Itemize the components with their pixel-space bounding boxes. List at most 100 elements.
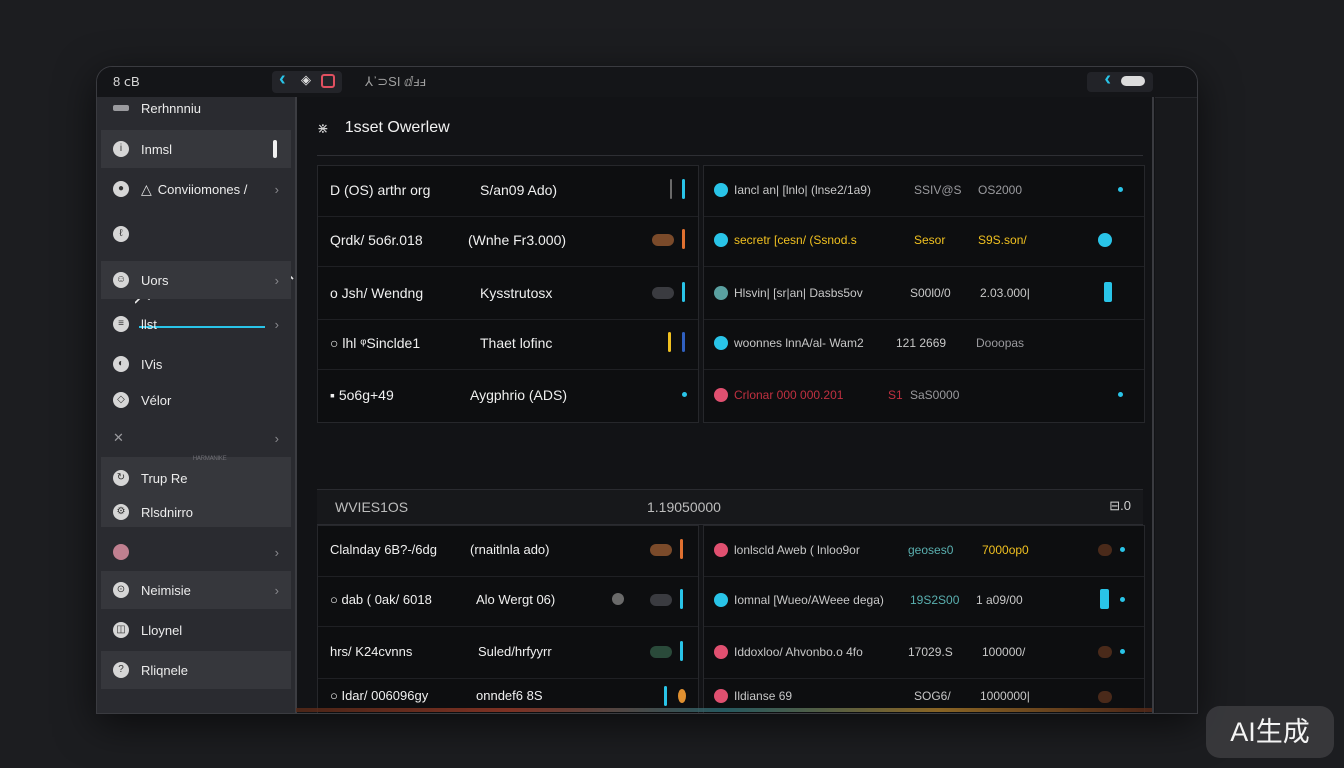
sidebar-item-label: Trup Re bbox=[141, 470, 188, 486]
chevron-right-icon: › bbox=[274, 272, 279, 288]
sidebar-item-label: Rlsdnirro bbox=[141, 504, 194, 520]
row-value: (Wnhe Fr3.000) bbox=[468, 232, 567, 248]
chevron-right-icon: › bbox=[274, 316, 279, 332]
sidebar-item-3[interactable]: ℓ bbox=[101, 215, 291, 253]
indicator-dot bbox=[1118, 187, 1123, 192]
row-value: Thaet lofinc bbox=[480, 335, 553, 351]
status-chip bbox=[650, 594, 672, 606]
bottom-left-table: Clalnday 6B?-/6dg (rnaitlnla ado) ○ dab … bbox=[317, 525, 699, 713]
sidebar-item-13[interactable]: ◫ Lloynel bbox=[101, 611, 291, 649]
row-amount: SaS0000 bbox=[910, 388, 960, 402]
warning-icon: △ bbox=[141, 180, 152, 197]
eye-icon[interactable]: ◈ bbox=[301, 72, 311, 87]
section-label: WVIES1OS bbox=[335, 499, 409, 515]
sidebar-item-5[interactable]: ≡ llst › bbox=[101, 305, 291, 343]
row-name: ○ dab ( 0ak/ 6018 bbox=[330, 592, 432, 607]
status-mark bbox=[680, 641, 683, 661]
status-dot bbox=[714, 183, 728, 197]
row-name: ○ lhl ᵠSinclde1 bbox=[330, 335, 421, 351]
row-amount: Dooopas bbox=[976, 336, 1025, 350]
row-value: S/an09 Ado) bbox=[480, 182, 558, 198]
table-row[interactable]: woonnes lnnA/al- Wam2 121 2669 Dooopas bbox=[704, 319, 1144, 370]
row-name: o Jsh/ Wendng bbox=[330, 285, 424, 301]
sidebar-item-7[interactable]: ◇ Vélor bbox=[101, 381, 291, 419]
window-title: ⅄᾽⊃SI ⅆⅎⅎ bbox=[365, 74, 426, 89]
sidebar-item-label: Rliqnele bbox=[141, 662, 188, 678]
table-row[interactable]: lonlscld Aweb ( lnloo9or geoses0 7000op0 bbox=[704, 526, 1144, 577]
sidebar-item-label: Uors bbox=[141, 272, 169, 288]
row-value: Alo Wergt 06) bbox=[476, 592, 556, 607]
table-row[interactable]: secretr [cesn/ (Ssnod.s Sesor S9S.son/ bbox=[704, 216, 1144, 267]
chevron-right-icon: › bbox=[274, 430, 279, 446]
back-arrow-icon[interactable]: ‹ bbox=[279, 68, 286, 90]
status-chip bbox=[650, 544, 672, 556]
active-underline bbox=[139, 326, 265, 328]
pill-icon[interactable] bbox=[1121, 76, 1145, 86]
status-mark bbox=[680, 539, 683, 559]
sidebar-item-12[interactable]: ⊙ Neimisie › bbox=[101, 571, 291, 609]
table-row[interactable]: Ildianse 69 SOG6/ 1000000| bbox=[704, 680, 1144, 713]
row-label: Iancl an| [lnlo| (lnse2/1a9) bbox=[734, 183, 871, 197]
sidebar-item-2[interactable]: ● △ Conviiomones / › bbox=[101, 170, 291, 208]
sidebar-item-1[interactable]: i Inmsl bbox=[101, 130, 291, 168]
bottom-accent-bar bbox=[296, 708, 1152, 712]
sidebar-item-label: Vélor bbox=[141, 392, 172, 408]
table-row[interactable]: ▪ 5o6g+49 Aygphrio (ADS) bbox=[318, 371, 698, 421]
expand-icon[interactable]: ⋇ bbox=[317, 119, 329, 136]
table-row[interactable]: Qrdk/ 5o6r.018 (Wnhe Fr3.000) bbox=[318, 216, 698, 267]
table-row[interactable]: ○ dab ( 0ak/ 6018 Alo Wergt 06) bbox=[318, 576, 698, 627]
indicator-icon bbox=[1104, 282, 1112, 302]
sidebar-item-11[interactable]: › bbox=[101, 533, 291, 571]
row-value: Kysstrutosx bbox=[480, 285, 553, 301]
table-row[interactable]: ○ Idar/ 006096gy onndef6 8S bbox=[318, 680, 698, 713]
status-chip bbox=[1098, 646, 1112, 658]
table-row[interactable]: Clalnday 6B?-/6dg (rnaitlnla ado) bbox=[318, 526, 698, 577]
chevron-right-icon: › bbox=[274, 181, 279, 197]
sidebar-item-4[interactable]: ☺ Uors › bbox=[101, 261, 291, 299]
table-row[interactable]: Iomnal [Wueo/AWeee dega) 19S2S00 1 a09/0… bbox=[704, 576, 1144, 627]
sidebar-item-9[interactable]: ↻ Trup Re bbox=[101, 459, 291, 497]
row-amount: 7000op0 bbox=[982, 543, 1029, 557]
main-edge bbox=[1152, 97, 1154, 713]
status-dot bbox=[714, 286, 728, 300]
indicator-dot bbox=[1120, 547, 1125, 552]
table-row[interactable]: D (OS) arthr org S/an09 Ado) bbox=[318, 166, 698, 217]
sidebar-item-14[interactable]: ? Rliqnele bbox=[101, 651, 291, 689]
status-mark bbox=[668, 332, 671, 352]
row-value: onndef6 8S bbox=[476, 688, 543, 703]
sidebar-item-10[interactable]: ⚙ Rlsdnirro bbox=[101, 493, 291, 531]
sidebar-item-8[interactable]: ✕ › bbox=[101, 419, 291, 457]
section-action[interactable]: ⊟.0 bbox=[1109, 498, 1131, 513]
status-dot bbox=[682, 392, 687, 397]
record-icon[interactable] bbox=[321, 74, 335, 88]
bottom-right-table: lonlscld Aweb ( lnloo9or geoses0 7000op0… bbox=[703, 525, 1145, 713]
sidebar-item-6[interactable]: ◐ IVis bbox=[101, 345, 291, 383]
table-row[interactable]: o Jsh/ Wendng Kysstrutosx bbox=[318, 269, 698, 320]
back-arrow-icon[interactable]: ‹ bbox=[1104, 68, 1111, 90]
table-row[interactable]: ○ lhl ᵠSinclde1 Thaet lofinc bbox=[318, 319, 698, 370]
status-mark bbox=[682, 229, 685, 249]
table-row[interactable]: Hlsvin| [sr|an| Dasbs5ov S00l0/0 2.03.00… bbox=[704, 269, 1144, 320]
row-value: Aygphrio (ADS) bbox=[470, 387, 568, 403]
row-metric: SOG6/ bbox=[914, 689, 951, 703]
ai-watermark: AI生成 bbox=[1206, 706, 1334, 758]
table-row[interactable]: hrs/ K24cvnns Suled/hrfyyrr bbox=[318, 628, 698, 679]
sidebar-item-label: Neimisie bbox=[141, 582, 191, 598]
sidebar-item-0[interactable]: Rerhnnniu bbox=[101, 89, 291, 127]
chart-icon: ℓ bbox=[113, 226, 129, 242]
status-mark bbox=[680, 589, 683, 609]
row-metric: 17029.S bbox=[908, 645, 953, 659]
app-window: 8 ⅽB ‹ ◈ ⅄᾽⊃SI ⅆⅎⅎ ‹ Rerhnnniu i Inmsl ●… bbox=[96, 66, 1198, 714]
row-label: Iomnal [Wueo/AWeee dega) bbox=[734, 593, 884, 607]
sidebar-item-label: llst bbox=[141, 316, 157, 332]
sidebar-item-label: Conviiomones / bbox=[157, 181, 248, 197]
row-label: lonlscld Aweb ( lnloo9or bbox=[734, 543, 860, 557]
sidebar-item-label: IVis bbox=[141, 356, 163, 372]
user-small-icon: ● bbox=[113, 181, 129, 197]
user-icon: ☺ bbox=[113, 272, 129, 288]
table-row[interactable]: Iancl an| [lnlo| (lnse2/1a9) SSIV@S OS20… bbox=[704, 166, 1144, 217]
main-content: ⋇ 1sset Owerlew D (OS) arthr org S/an09 … bbox=[297, 97, 1155, 713]
status-mark bbox=[678, 689, 686, 703]
table-row[interactable]: Crlonar 000 000.201 S1 SaS0000 bbox=[704, 371, 1144, 421]
table-row[interactable]: Iddoxloo/ Ahvonbo.o 4fo 17029.S 100000/ bbox=[704, 628, 1144, 679]
